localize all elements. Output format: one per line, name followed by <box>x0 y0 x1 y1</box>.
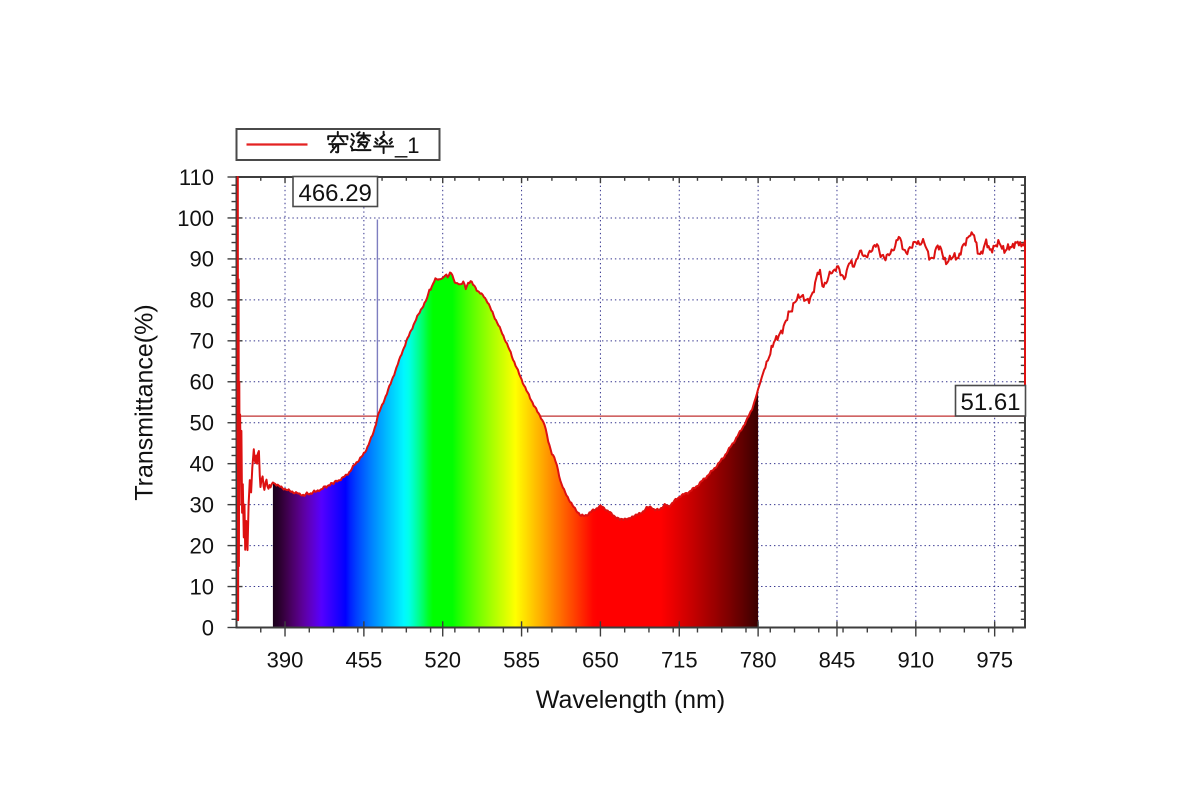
svg-text:910: 910 <box>897 648 934 673</box>
svg-text:50: 50 <box>190 411 214 436</box>
svg-text:466.29: 466.29 <box>298 180 371 207</box>
svg-text:715: 715 <box>661 648 698 673</box>
svg-text:455: 455 <box>346 648 383 673</box>
svg-text:51.61: 51.61 <box>960 389 1020 416</box>
svg-text:30: 30 <box>190 492 214 517</box>
svg-text:70: 70 <box>190 329 214 354</box>
svg-text:845: 845 <box>819 648 856 673</box>
svg-text:90: 90 <box>190 247 214 272</box>
svg-text:_1: _1 <box>394 133 419 158</box>
svg-text:520: 520 <box>424 648 461 673</box>
svg-text:40: 40 <box>190 452 214 477</box>
svg-text:Transmittance(%): Transmittance(%) <box>131 304 159 500</box>
svg-text:60: 60 <box>190 370 214 395</box>
svg-text:20: 20 <box>190 533 214 558</box>
svg-text:975: 975 <box>976 648 1013 673</box>
svg-text:100: 100 <box>177 206 214 231</box>
svg-text:390: 390 <box>267 648 304 673</box>
svg-text:780: 780 <box>740 648 777 673</box>
svg-text:110: 110 <box>179 165 214 190</box>
svg-text:0: 0 <box>202 615 214 640</box>
svg-text:80: 80 <box>190 288 214 313</box>
svg-text:Wavelength (nm): Wavelength (nm) <box>536 686 725 714</box>
svg-text:650: 650 <box>582 648 619 673</box>
svg-text:585: 585 <box>503 648 540 673</box>
svg-text:10: 10 <box>190 574 214 599</box>
